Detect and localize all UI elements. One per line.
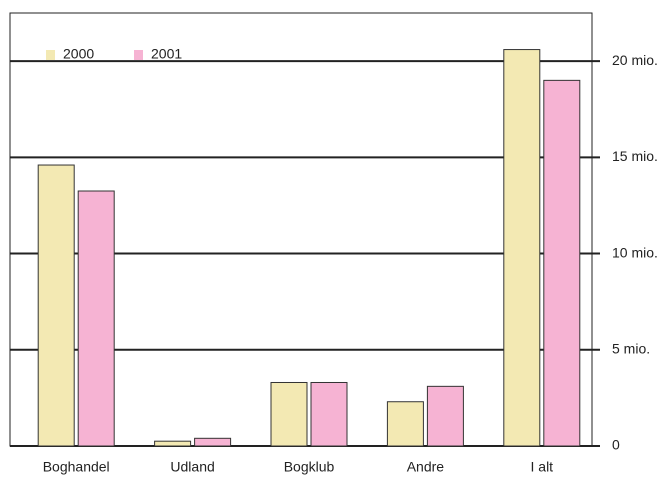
y-tick-label: 0 [612,437,620,453]
legend-swatch [46,50,55,60]
bar [310,381,348,447]
x-tick-label: Boghandel [43,459,110,475]
x-tick-label: Udland [170,459,214,475]
y-tick-label: 20 mio. [612,52,658,68]
y-tick-label: 15 mio. [612,148,658,164]
bar [154,440,192,447]
x-tick-label: Bogklub [284,459,335,475]
legend-label: 2001 [151,46,182,62]
y-tick-label: 5 mio. [612,340,650,356]
x-tick-label: I alt [531,459,554,475]
x-tick-label: Andre [407,459,445,475]
bar [543,79,581,447]
bar [77,190,115,447]
bar [503,49,541,447]
bar [37,164,75,447]
legend-label: 2000 [63,46,94,62]
bar [426,385,464,447]
bar [270,381,308,447]
legend-swatch [134,50,143,60]
y-tick-label: 10 mio. [612,244,658,260]
bar [386,401,424,447]
bar [194,437,232,447]
